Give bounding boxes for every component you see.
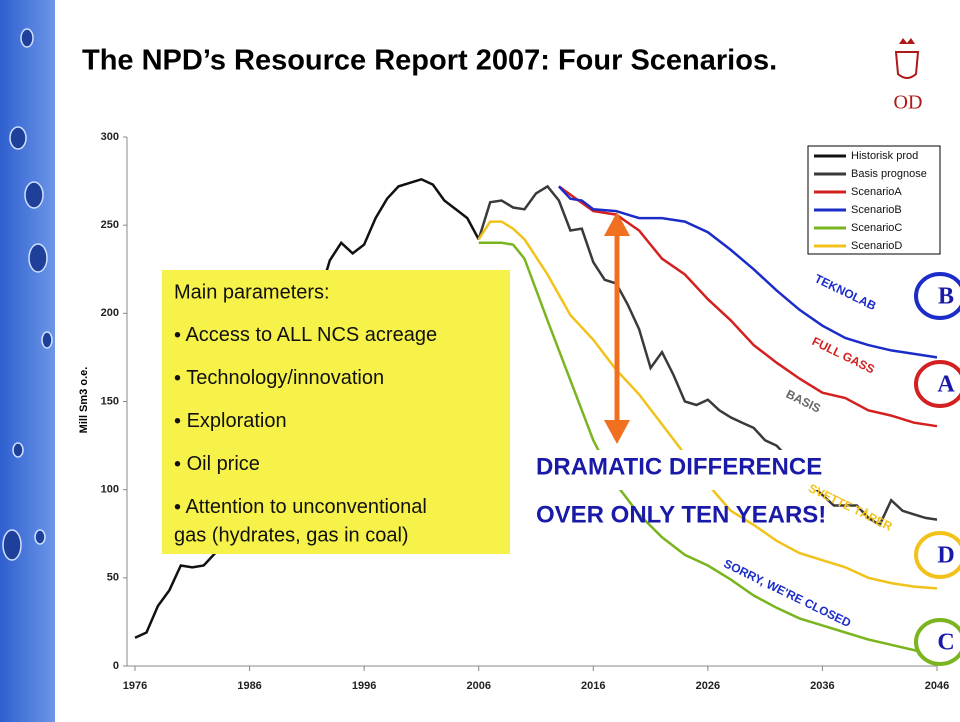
box-item: • Exploration bbox=[174, 410, 287, 432]
y-tick-label: 0 bbox=[113, 660, 119, 672]
curve-annotation: FULL GASS bbox=[810, 334, 877, 376]
title: The NPD’s Resource Report 2007: Four Sce… bbox=[82, 45, 777, 77]
x-tick-label: 2006 bbox=[466, 680, 490, 692]
box-item: • Oil price bbox=[174, 453, 260, 475]
callout-bg bbox=[528, 450, 858, 490]
y-tick-label: 300 bbox=[101, 131, 119, 143]
logo: OD bbox=[894, 38, 923, 114]
callout: DRAMATIC DIFFERENCE bbox=[536, 453, 822, 480]
x-tick-label: 2046 bbox=[925, 680, 949, 692]
y-tick-label: 50 bbox=[107, 572, 119, 584]
box-heading: Main parameters: bbox=[174, 281, 330, 303]
scenario-circle bbox=[914, 531, 960, 579]
x-tick-label: 1976 bbox=[123, 680, 147, 692]
droplets bbox=[2, 28, 53, 561]
scenario-circle bbox=[914, 272, 960, 320]
series-line bbox=[477, 184, 938, 527]
x-tick-label: 1996 bbox=[352, 680, 376, 692]
curve-annotation: BASIS bbox=[784, 387, 823, 416]
curve-annotation: SORRY, WE'RE CLOSED bbox=[721, 556, 853, 630]
x-tick-label: 2016 bbox=[581, 680, 605, 692]
x-tick-label: 2036 bbox=[810, 680, 834, 692]
y-tick-label: 250 bbox=[101, 219, 119, 231]
x-tick-label: 1986 bbox=[237, 680, 261, 692]
box-item: • Technology/innovation bbox=[174, 367, 384, 389]
scenario-letter: C bbox=[937, 630, 954, 656]
box-item: • Access to ALL NCS acreage bbox=[174, 324, 437, 346]
legend-label: ScenarioB bbox=[851, 204, 902, 216]
curve-annotation: TEKNOLAB bbox=[812, 271, 878, 313]
box-item: • Attention to unconventional bbox=[174, 496, 427, 518]
series-line bbox=[558, 185, 938, 428]
legend-label: Historisk prod bbox=[851, 150, 918, 162]
parameter-box bbox=[162, 270, 510, 554]
side-strip bbox=[0, 0, 55, 722]
legend: Historisk prod Basis prognose ScenarioA Sce… bbox=[807, 145, 941, 255]
scenario-letter: B bbox=[938, 284, 954, 310]
legend-label: ScenarioA bbox=[851, 186, 902, 198]
series-line bbox=[478, 241, 938, 657]
scenario-circle bbox=[914, 618, 960, 666]
y-axis-label: Mill Sm3 o.e. bbox=[78, 367, 90, 434]
callout: OVER ONLY TEN YEARS! bbox=[536, 501, 826, 528]
series-line bbox=[557, 185, 938, 359]
series-line bbox=[477, 220, 938, 590]
legend-label: Basis prognose bbox=[851, 168, 927, 180]
box-item: gas (hydrates, gas in coal) bbox=[174, 524, 409, 546]
difference-arrow bbox=[604, 212, 630, 444]
logo-text: OD bbox=[894, 92, 923, 114]
scenario-circle bbox=[914, 360, 960, 408]
scenario-letter: A bbox=[937, 372, 955, 398]
legend-label: ScenarioD bbox=[851, 240, 902, 252]
legend-box bbox=[807, 145, 941, 255]
legend-label: ScenarioC bbox=[851, 222, 902, 234]
y-tick-label: 200 bbox=[101, 307, 119, 319]
scenario-letter: D bbox=[937, 543, 954, 569]
y-tick-label: 150 bbox=[101, 395, 119, 407]
y-tick-label: 100 bbox=[101, 484, 119, 496]
x-tick-label: 2026 bbox=[696, 680, 720, 692]
